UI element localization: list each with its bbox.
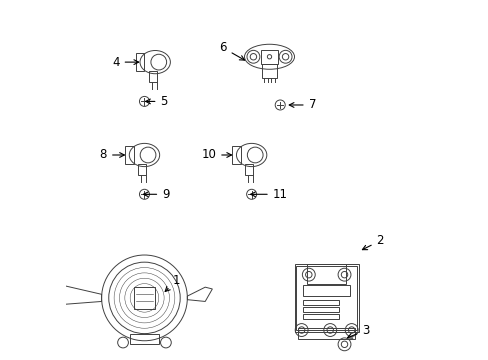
Bar	[303, 307, 339, 312]
Bar	[298, 328, 354, 339]
Bar	[294, 264, 358, 332]
Text: 4: 4	[112, 55, 139, 69]
Bar	[296, 266, 356, 330]
Bar	[138, 164, 145, 175]
Bar	[124, 146, 134, 164]
Text: 3: 3	[347, 324, 369, 338]
Bar	[262, 64, 276, 78]
Bar	[135, 53, 144, 71]
Bar	[306, 264, 346, 284]
Bar	[231, 146, 241, 164]
Text: 9: 9	[143, 188, 169, 201]
Text: 10: 10	[201, 148, 231, 162]
Text: 7: 7	[288, 99, 315, 112]
Text: 1: 1	[165, 274, 180, 292]
Bar	[148, 71, 156, 82]
Bar	[303, 285, 349, 296]
Bar	[130, 334, 159, 344]
Text: 8: 8	[100, 148, 124, 162]
Bar	[244, 164, 253, 175]
Bar	[303, 314, 339, 319]
Bar	[303, 300, 339, 305]
Text: 6: 6	[219, 41, 244, 60]
Text: 5: 5	[145, 95, 167, 108]
Bar	[260, 50, 278, 64]
Bar	[134, 287, 155, 309]
Text: 2: 2	[362, 234, 383, 249]
Text: 11: 11	[250, 188, 287, 201]
